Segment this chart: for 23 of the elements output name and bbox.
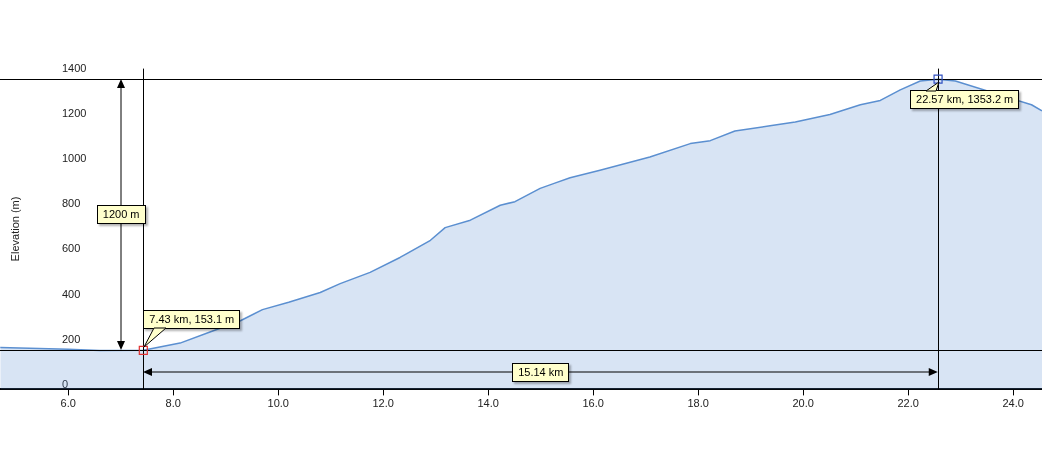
x-tick-label: 8.0 (165, 397, 181, 410)
y-tick-label: 0 (62, 377, 69, 390)
x-tick-label: 14.0 (477, 397, 499, 410)
x-tick-label: 20.0 (792, 397, 814, 410)
x-tick-label: 24.0 (1002, 397, 1024, 410)
annotation: 7.43 km, 153.1 m (143, 310, 241, 330)
y-axis-title: Elevation (m) (9, 196, 22, 262)
y-tick-label: 800 (62, 197, 81, 210)
x-tick-label: 16.0 (582, 397, 604, 410)
y-tick-label: 1200 (62, 106, 87, 119)
x-tick-label: 18.0 (687, 397, 709, 410)
y-tick-label: 1000 (62, 152, 87, 164)
x-tick-label: 6.0 (60, 397, 76, 410)
annotation: 22.57 km, 1353.2 m (910, 90, 1020, 110)
x-tick-label: 22.0 (897, 397, 919, 410)
annotation: 15.14 km (512, 362, 570, 382)
x-tick-label: 10.0 (267, 397, 289, 410)
y-tick-label: 200 (62, 332, 81, 345)
x-tick-label: 12.0 (372, 397, 394, 410)
annotation: 1200 m (96, 205, 146, 225)
y-tick-label: 1400 (62, 61, 87, 74)
y-tick-label: 600 (62, 242, 81, 255)
y-tick-label: 400 (62, 287, 81, 300)
